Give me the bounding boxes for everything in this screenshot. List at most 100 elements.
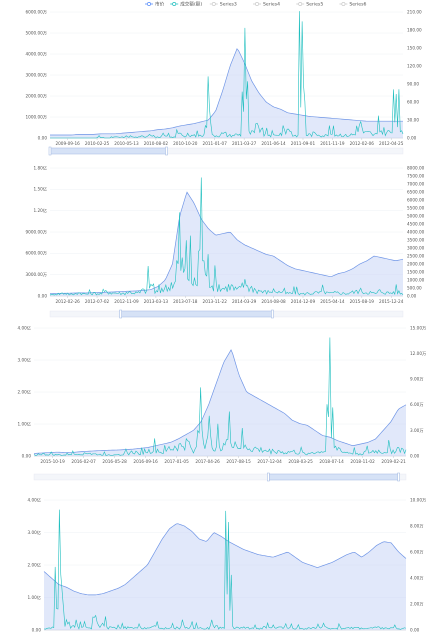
x-tick-label: 2014-03-29 <box>232 299 257 304</box>
x-tick-label: 2010-08-02 <box>144 141 169 146</box>
y-right-tick-label: 0.00 <box>407 135 417 140</box>
zoom-slider[interactable] <box>49 309 404 319</box>
x-tick-label: 2010-10-20 <box>173 141 198 146</box>
x-tick-label: 2009-09-16 <box>55 141 80 146</box>
y-left-tick-label: 3000.00万 <box>25 72 47 78</box>
legend-label: Series4 <box>263 2 280 8</box>
x-tick-label: 2017-04-26 <box>195 459 220 464</box>
x-tick-label: 2018-07-14 <box>319 459 344 464</box>
y-right-tick-label: 180.00 <box>407 27 422 32</box>
slider-handle-start[interactable] <box>119 309 122 319</box>
legend-marker <box>147 2 151 6</box>
x-tick-label: 2014-12-09 <box>291 299 316 304</box>
x-tick-label: 2019-02-21 <box>381 459 406 464</box>
legend-label: 市价 <box>155 1 165 8</box>
y-right-tick-label: 6500.00 <box>407 189 425 194</box>
slider-window <box>268 473 399 481</box>
volume-line <box>49 177 404 296</box>
y-left-tick-label: 3.00亿 <box>27 529 41 536</box>
y-left-tick-label: 1.50亿 <box>33 186 47 193</box>
y-right-tick-label: 2500.00 <box>407 253 425 258</box>
x-tick-label: 2012-11-09 <box>114 299 139 304</box>
y-left-tick-label: 3.00亿 <box>17 356 31 363</box>
y-left-tick-label: 6000.00万 <box>25 251 47 257</box>
x-tick-label: 2016-05-28 <box>102 459 127 464</box>
y-left-tick-label: 4000.00万 <box>25 51 47 57</box>
x-tick-label: 2015-12-24 <box>379 299 404 304</box>
volume-line <box>33 337 407 456</box>
price-area <box>50 192 403 296</box>
x-tick-label: 2018-03-25 <box>288 459 313 464</box>
legend-marker <box>341 2 346 6</box>
legend-marker <box>211 2 216 6</box>
slider-handle-start[interactable] <box>267 472 270 482</box>
price-area <box>50 48 403 138</box>
slider-handle-start[interactable] <box>48 146 52 156</box>
x-tick-label: 2010-02-25 <box>85 141 110 146</box>
y-right-tick-label: 7500.00 <box>407 173 425 178</box>
chart-panel-1[interactable]: 0.00 1000.00万 2000.00万 3000.00万 4000.00万 5000… <box>0 8 443 158</box>
y-left-tick-label: 5000.00万 <box>25 30 47 36</box>
x-tick-label: 2011-09-01 <box>291 141 316 146</box>
price-line <box>49 191 404 294</box>
price-line <box>50 48 403 136</box>
slider-window <box>49 147 167 155</box>
legend-item-5[interactable]: Series6 <box>339 2 367 8</box>
legend-item-0[interactable]: 市价 <box>145 1 165 8</box>
volume-line <box>50 11 404 139</box>
price-area <box>34 349 406 456</box>
y-left-tick-label: 1.80亿 <box>33 164 47 171</box>
zoom-slider[interactable] <box>48 146 404 156</box>
x-tick-label: 2011-11-19 <box>320 141 345 146</box>
slider-window <box>120 310 273 318</box>
x-tick-label: 2012-02-06 <box>350 141 375 146</box>
y-right-tick-label: 6.00万 <box>410 549 424 555</box>
y-right-tick-label: 1500.00 <box>407 269 425 274</box>
y-right-tick-label: 210.00 <box>407 9 422 14</box>
y-right-tick-label: 12.00万 <box>410 351 426 357</box>
chart-panel-4[interactable]: 0.00 1.00亿 2.00亿 3.00亿 4.00亿 0.00 2.00万 4.00万 6.… <box>0 492 443 632</box>
y-left-tick-label: 2.00亿 <box>17 388 31 395</box>
slider-track <box>33 473 407 481</box>
volume-line <box>43 509 407 630</box>
y-left-tick-label: 1.00亿 <box>17 420 31 427</box>
y-right-tick-label: 3.00万 <box>410 428 424 434</box>
y-right-tick-label: 2.00万 <box>410 601 424 607</box>
x-tick-label: 2017-08-15 <box>226 459 251 464</box>
chart-panel-2[interactable]: 0.00 3000.00万 6000.00万 9000.00万 1.20亿 1.50亿 1.… <box>0 162 443 320</box>
y-right-tick-label: 6.00万 <box>410 402 424 408</box>
x-tick-label: 2013-03-13 <box>144 299 169 304</box>
legend-label: Series6 <box>349 2 366 8</box>
y-right-tick-label: 6000.00 <box>407 197 425 202</box>
y-right-tick-label: 8.00万 <box>410 523 424 529</box>
x-tick-label: 2015-08-19 <box>350 299 375 304</box>
y-left-tick-label: 4.00亿 <box>27 496 41 503</box>
slider-handle-end[interactable] <box>165 146 168 156</box>
legend-item-2[interactable]: Series3 <box>209 2 237 8</box>
y-left-tick-label: 1.20亿 <box>33 207 47 214</box>
x-tick-label: 2016-02-07 <box>71 459 96 464</box>
legend-item-1[interactable]: 成交额(额) <box>170 1 202 8</box>
x-tick-label: 2017-01-05 <box>164 459 189 464</box>
legend-item-4[interactable]: Series5 <box>296 2 323 8</box>
zoom-slider[interactable] <box>33 472 407 482</box>
y-right-tick-label: 9.00万 <box>410 377 424 383</box>
x-tick-label: 2017-12-04 <box>257 459 282 464</box>
x-tick-label: 2011-06-14 <box>261 141 286 146</box>
x-tick-label: 2010-05-13 <box>114 141 139 146</box>
legend-item-3[interactable]: Series4 <box>253 2 280 8</box>
y-right-tick-label: 1000.00 <box>407 277 425 282</box>
x-tick-label: 2012-02-26 <box>55 299 80 304</box>
y-left-tick-label: 0.00 <box>32 627 42 632</box>
slider-handle-end[interactable] <box>271 309 274 319</box>
x-tick-label: 2011-03-27 <box>232 141 257 146</box>
slider-handle-end[interactable] <box>397 472 400 482</box>
chart-panel-3[interactable]: 0.00 1.00亿 2.00亿 3.00亿 4.00亿 0.00 3.00万 6.00万 9.… <box>0 322 443 482</box>
legend-marker <box>255 2 259 6</box>
x-tick-label: 2015-04-14 <box>320 299 345 304</box>
price-line <box>43 523 407 596</box>
y-right-tick-label: 30.00 <box>407 117 419 122</box>
y-right-tick-label: 150.00 <box>407 45 422 50</box>
x-tick-label: 2012-07-02 <box>85 299 110 304</box>
